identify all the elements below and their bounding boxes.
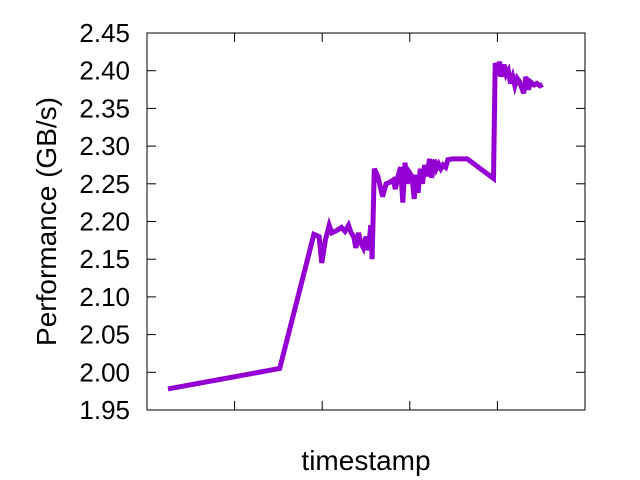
y-tick-label: 2.30	[79, 131, 130, 161]
y-tick-label: 2.20	[79, 207, 130, 237]
y-axis-label: Performance (GB/s)	[31, 97, 62, 346]
tick-marks	[147, 32, 585, 411]
y-tick-label: 2.35	[79, 93, 130, 123]
y-tick-label: 2.10	[79, 282, 130, 312]
y-tick-label: 2.15	[79, 244, 130, 274]
series-line	[167, 61, 544, 392]
y-tick-label: 2.45	[79, 18, 130, 48]
y-tick-label: 2.05	[79, 320, 130, 350]
y-tick-label: 2.25	[79, 169, 130, 199]
y-tick-labels: 1.95 2.00 2.05 2.10 2.15 2.20 2.25 2.30 2.35 2.40…	[79, 18, 130, 425]
y-tick-label: 2.00	[79, 357, 130, 387]
x-axis-label: timestamp	[301, 445, 430, 476]
y-tick-label: 1.95	[79, 395, 130, 425]
y-tick-label: 2.40	[79, 56, 130, 86]
plot-frame	[146, 32, 586, 411]
